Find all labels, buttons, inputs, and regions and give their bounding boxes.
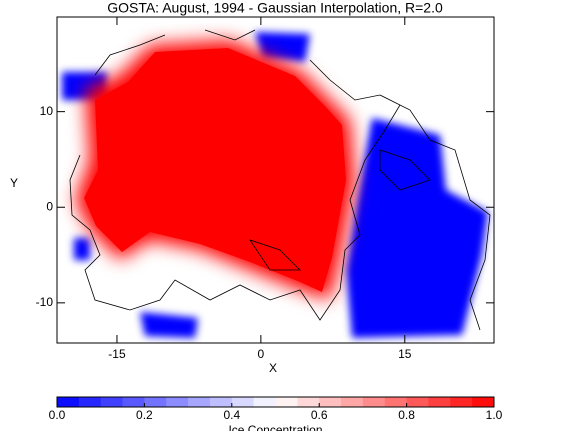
x-tick-label: 0 <box>258 347 265 361</box>
x-axis-label: X <box>269 361 277 375</box>
colorbar-tick-label: 0.4 <box>223 408 240 422</box>
x-tick-label: -15 <box>108 347 126 361</box>
colorbar-cell <box>100 397 124 407</box>
colorbar-cell <box>253 397 276 407</box>
colorbar-cell <box>78 397 102 407</box>
y-tick-label: 0 <box>46 199 53 213</box>
chart-title: GOSTA: August, 1994 - Gaussian Interpola… <box>107 0 443 16</box>
colorbar-cell <box>144 397 167 407</box>
colorbar-tick-label: 0.8 <box>398 408 415 422</box>
colorbar-cell <box>319 397 342 407</box>
colorbar-cell <box>297 397 320 407</box>
field <box>57 17 494 343</box>
colorbar-cell <box>188 397 211 407</box>
y-axis-label: Y <box>10 176 18 190</box>
colorbar-tick-label: 1.0 <box>486 408 503 422</box>
colorbar-cell <box>384 397 408 407</box>
colorbar-cell <box>428 397 451 407</box>
colorbar-cell <box>122 397 145 407</box>
colorbar-cell <box>450 397 473 407</box>
y-tick-label: 10 <box>40 104 54 118</box>
colorbar-cell <box>341 397 364 407</box>
colorbar-cell <box>57 397 80 407</box>
colorbar-tick-label: 0.6 <box>311 408 328 422</box>
colorbar-tick-label: 0.0 <box>49 408 66 422</box>
colorbar-frame <box>56 396 495 408</box>
colorbar-cell <box>275 397 298 407</box>
x-tick-label: 15 <box>398 347 412 361</box>
colorbar-cell <box>166 397 189 407</box>
y-tick-label: -10 <box>36 295 54 309</box>
colorbar-tick-label: 0.2 <box>136 408 153 422</box>
colorbar-cell <box>362 397 386 407</box>
colorbar-cell <box>231 397 255 407</box>
colorbar-cell <box>406 397 429 407</box>
colorbar-label: Ice Concentration <box>228 423 322 431</box>
colorbar-cell <box>472 397 495 407</box>
colorbar-cell <box>209 397 233 407</box>
plot-frame <box>56 16 495 344</box>
